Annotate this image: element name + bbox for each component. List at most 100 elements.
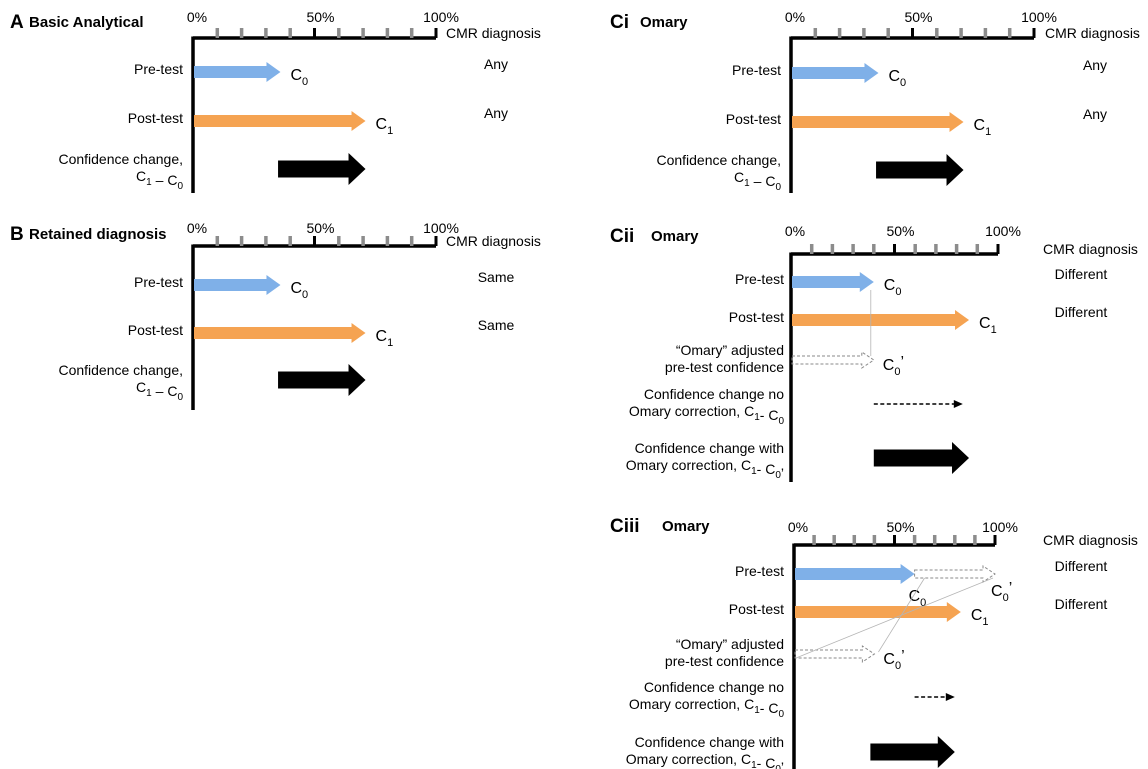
c-label: C1 — [376, 116, 394, 137]
panel-letter: Ci — [610, 12, 629, 33]
c-label: C1 — [376, 328, 394, 349]
tick-label-50: 50% — [306, 220, 334, 236]
orange-arrow — [194, 323, 366, 343]
tick-label-100: 100% — [423, 220, 459, 236]
row-label: “Omary” adjusted — [676, 342, 784, 358]
axis-label: CMR diagnosis — [446, 25, 541, 41]
orange-arrow — [795, 602, 961, 622]
row-label: Post-test — [729, 601, 784, 617]
tick-label-50: 50% — [886, 519, 914, 535]
panel-letter: Cii — [610, 226, 634, 247]
diagnosis-label: Different — [1055, 596, 1108, 612]
change-arrow — [278, 153, 366, 185]
tick-label-50: 50% — [306, 9, 334, 25]
tick-label-100: 100% — [1021, 9, 1057, 25]
c-label-prime: C0’ — [991, 580, 1012, 604]
axis-label: CMR diagnosis — [1043, 532, 1138, 548]
tick-label-0: 0% — [785, 9, 805, 25]
c-label: C1 — [974, 117, 992, 138]
panel-ciii: Ciii Omary 0% 50% 100% CMR diagnosis Pre-test D… — [610, 516, 1138, 769]
row-label: Pre-test — [134, 274, 183, 290]
blue-arrow — [194, 62, 281, 82]
row-label: Confidence change, — [656, 152, 781, 168]
row-label: Post-test — [128, 110, 183, 126]
panel-b: B Retained diagnosis 0% 50% 100%CMR diagnosi… — [10, 220, 541, 410]
row-label: Confidence change no — [644, 386, 784, 402]
tick-label-0: 0% — [785, 223, 805, 239]
adjusted-dashed-arrow — [794, 645, 876, 663]
panel-ci: Ci Omary 0% 50% 100%CMR diagnosis Pre-test Any… — [610, 9, 1140, 193]
diagnosis-label: Same — [478, 269, 515, 285]
c-label-prime: C0’ — [883, 648, 904, 672]
tick-label-100: 100% — [423, 9, 459, 25]
row-label: Omary correction, C1- C0 — [629, 696, 785, 720]
row-label: Pre-test — [735, 563, 784, 579]
diagnosis-label: Different — [1055, 266, 1108, 282]
panel-a: A Basic Analytical 0% 50% 100%CMR diagnosis P… — [10, 9, 541, 193]
blue-arrow — [194, 275, 281, 295]
panel-letter: B — [10, 224, 24, 245]
row-label: Pre-test — [735, 271, 784, 287]
row-label: Post-test — [726, 111, 781, 127]
change-arrow — [873, 442, 970, 474]
c-label: C0 — [884, 277, 902, 298]
c-label: C1 — [979, 315, 997, 336]
diagnosis-label: Any — [484, 105, 508, 121]
row-label: “Omary” adjusted — [676, 636, 784, 652]
panel-title: Omary — [662, 518, 710, 535]
tick-label-0: 0% — [788, 519, 808, 535]
c-label: C1 — [971, 607, 989, 628]
axis-label: CMR diagnosis — [1045, 25, 1140, 41]
diagnosis-label: Different — [1055, 558, 1108, 574]
c-label: C0 — [290, 280, 308, 301]
diagnosis-label: Different — [1055, 304, 1108, 320]
c-label-prime: C0’ — [883, 354, 904, 378]
row-label: pre-test confidence — [665, 359, 784, 375]
orange-arrow — [792, 112, 964, 132]
tick-label-0: 0% — [187, 9, 207, 25]
guide-line — [878, 577, 925, 653]
row-label: Confidence change, — [58, 151, 183, 167]
reflected-dashed-arrow — [914, 565, 996, 583]
axis-label: CMR diagnosis — [1043, 241, 1138, 257]
row-label: Omary correction, C1- C0’ — [626, 751, 784, 769]
panel-title: Omary — [640, 14, 688, 31]
change-arrow — [870, 736, 955, 768]
diagnosis-label: Any — [1083, 106, 1107, 122]
row-label: Confidence change, — [58, 362, 183, 378]
row-label: Post-test — [729, 309, 784, 325]
tick-label-100: 100% — [985, 223, 1021, 239]
dashed-change-arrowhead — [953, 400, 963, 408]
panel-letter: Ciii — [610, 516, 640, 537]
blue-arrow — [792, 63, 879, 83]
panel-cii: Cii Omary 0% 50% 100% CMR diagnosis Pre-test Di… — [610, 223, 1138, 482]
row-label: C1 – C0 — [734, 169, 781, 193]
tick-label-50: 50% — [886, 223, 914, 239]
panel-title: Omary — [651, 228, 699, 245]
panel-title: Basic Analytical — [29, 14, 144, 31]
row-label: Confidence change with — [635, 734, 784, 750]
dashed-change-arrowhead — [945, 693, 955, 701]
row-label: Confidence change no — [644, 679, 784, 695]
c-label: C0 — [888, 68, 906, 89]
row-label: pre-test confidence — [665, 653, 784, 669]
tick-label-100: 100% — [982, 519, 1018, 535]
diagnosis-label: Any — [484, 56, 508, 72]
row-label: Pre-test — [732, 62, 781, 78]
tick-label-50: 50% — [904, 9, 932, 25]
orange-arrow — [194, 111, 366, 131]
row-label: Pre-test — [134, 61, 183, 77]
axis-label: CMR diagnosis — [446, 233, 541, 249]
adjusted-dashed-arrow — [791, 351, 875, 369]
diagnosis-label: Any — [1083, 57, 1107, 73]
orange-arrow — [792, 310, 970, 330]
row-label: Omary correction, C1- C0 — [629, 403, 785, 427]
c-label: C0 — [290, 67, 308, 88]
change-arrow — [876, 154, 964, 186]
diagnosis-label: Same — [478, 317, 515, 333]
panel-title: Retained diagnosis — [29, 226, 167, 243]
row-label: Confidence change with — [635, 440, 784, 456]
c-label: C0 — [909, 588, 927, 609]
tick-label-0: 0% — [187, 220, 207, 236]
